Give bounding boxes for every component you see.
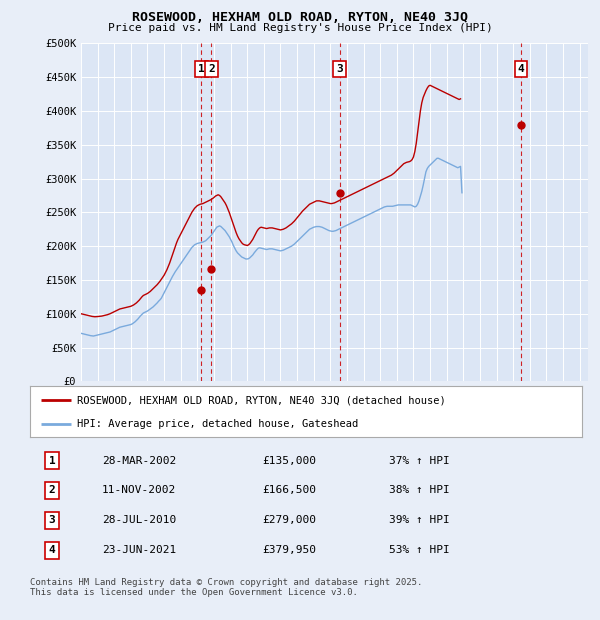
Text: 3: 3 (49, 515, 55, 525)
Text: £279,000: £279,000 (262, 515, 316, 525)
Text: £135,000: £135,000 (262, 456, 316, 466)
Text: 23-JUN-2021: 23-JUN-2021 (102, 545, 176, 555)
Text: 4: 4 (518, 64, 524, 74)
Text: 38% ↑ HPI: 38% ↑ HPI (389, 485, 449, 495)
Text: ROSEWOOD, HEXHAM OLD ROAD, RYTON, NE40 3JQ: ROSEWOOD, HEXHAM OLD ROAD, RYTON, NE40 3… (132, 11, 468, 24)
Text: 11-NOV-2002: 11-NOV-2002 (102, 485, 176, 495)
Text: 1: 1 (49, 456, 55, 466)
Text: 1: 1 (197, 64, 205, 74)
Text: Contains HM Land Registry data © Crown copyright and database right 2025.
This d: Contains HM Land Registry data © Crown c… (30, 578, 422, 597)
Text: 3: 3 (336, 64, 343, 74)
Text: 53% ↑ HPI: 53% ↑ HPI (389, 545, 449, 555)
Text: 4: 4 (49, 545, 55, 555)
Text: £166,500: £166,500 (262, 485, 316, 495)
Text: 28-MAR-2002: 28-MAR-2002 (102, 456, 176, 466)
Text: 2: 2 (208, 64, 215, 74)
Text: Price paid vs. HM Land Registry's House Price Index (HPI): Price paid vs. HM Land Registry's House … (107, 23, 493, 33)
Text: 37% ↑ HPI: 37% ↑ HPI (389, 456, 449, 466)
Text: HPI: Average price, detached house, Gateshead: HPI: Average price, detached house, Gate… (77, 419, 358, 430)
Text: 28-JUL-2010: 28-JUL-2010 (102, 515, 176, 525)
Text: 39% ↑ HPI: 39% ↑ HPI (389, 515, 449, 525)
Text: £379,950: £379,950 (262, 545, 316, 555)
Text: ROSEWOOD, HEXHAM OLD ROAD, RYTON, NE40 3JQ (detached house): ROSEWOOD, HEXHAM OLD ROAD, RYTON, NE40 3… (77, 396, 446, 405)
Text: 2: 2 (49, 485, 55, 495)
